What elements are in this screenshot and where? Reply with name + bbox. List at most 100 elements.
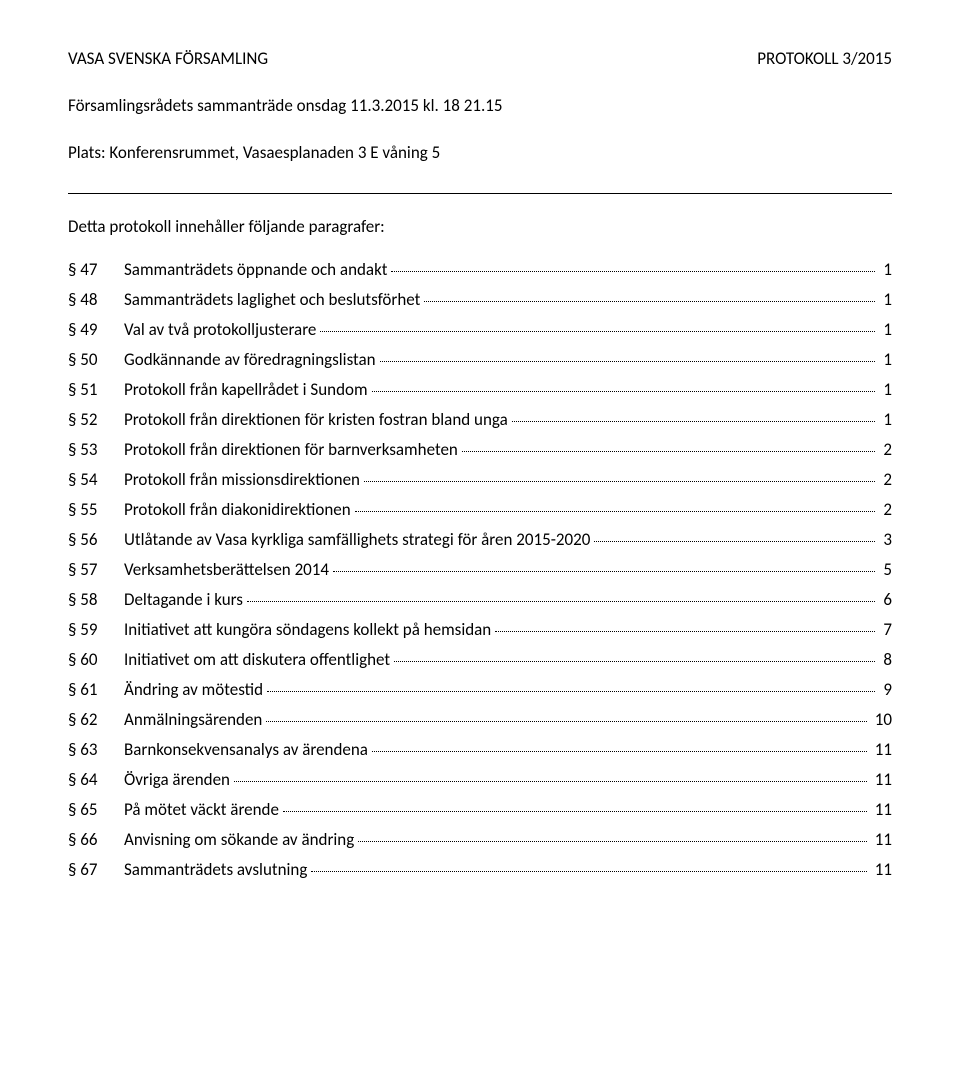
toc-section-number: § 63 (68, 739, 124, 760)
toc-row: § 53Protokoll från direktionen för barnv… (68, 439, 892, 460)
toc-row: § 63Barnkonsekvensanalys av ärendena 11 (68, 739, 892, 760)
toc-page-number: 2 (879, 499, 892, 520)
toc-page-number: 10 (871, 709, 892, 730)
toc-section-number: § 61 (68, 679, 124, 700)
toc-page-number: 11 (871, 829, 892, 850)
toc-section-number: § 53 (68, 439, 124, 460)
toc-row: § 62Anmälningsärenden10 (68, 709, 892, 730)
toc-row: § 57Verksamhetsberättelsen 2014 5 (68, 559, 892, 580)
toc-title: Godkännande av föredragningslistan (124, 349, 376, 370)
header-left: VASA SVENSKA FÖRSAMLING (68, 48, 268, 69)
toc-page-number: 6 (879, 589, 892, 610)
toc-dots (266, 721, 866, 722)
page: VASA SVENSKA FÖRSAMLING PROTOKOLL 3/2015… (0, 0, 960, 1070)
toc-section-number: § 58 (68, 589, 124, 610)
place-line: Plats: Konferensrummet, Vasaesplanaden 3… (68, 142, 892, 163)
toc-dots (358, 841, 867, 842)
toc-dots (594, 541, 875, 542)
toc-title: Övriga ärenden (124, 769, 230, 790)
toc-title: Deltagande i kurs (124, 589, 243, 610)
toc-page-number: 7 (879, 619, 892, 640)
toc-row: § 47Sammanträdets öppnande och andakt 1 (68, 259, 892, 280)
toc-dots (391, 271, 875, 272)
toc-row: § 54Protokoll från missionsdirektionen 2 (68, 469, 892, 490)
toc-dots (267, 691, 875, 692)
toc-dots (311, 871, 866, 872)
toc-dots (364, 481, 875, 482)
toc-row: § 58Deltagande i kurs 6 (68, 589, 892, 610)
toc-title: Protokoll från direktionen för barnverks… (124, 439, 458, 460)
toc-page-number: 8 (879, 649, 892, 670)
toc-dots (462, 451, 876, 452)
toc-title: Verksamhetsberättelsen 2014 (124, 559, 329, 580)
toc-section-number: § 66 (68, 829, 124, 850)
toc-title: Protokoll från diakonidirektionen (124, 499, 351, 520)
toc-title: Sammanträdets öppnande och andakt (124, 259, 387, 280)
meeting-line: Församlingsrådets sammanträde onsdag 11.… (68, 95, 892, 116)
toc-title: Anmälningsärenden (124, 709, 262, 730)
toc-row: § 61Ändring av mötestid9 (68, 679, 892, 700)
toc-title: Barnkonsekvensanalys av ärendena (124, 739, 368, 760)
toc-row: § 55Protokoll från diakonidirektionen 2 (68, 499, 892, 520)
toc-title: Initiativet att kungöra söndagens kollek… (124, 619, 491, 640)
table-of-contents: § 47Sammanträdets öppnande och andakt1§ … (68, 259, 892, 880)
toc-title: Protokoll från direktionen för kristen f… (124, 409, 508, 430)
toc-row: § 59Initiativet att kungöra söndagens ko… (68, 619, 892, 640)
toc-section-number: § 59 (68, 619, 124, 640)
toc-row: § 64Övriga ärenden11 (68, 769, 892, 790)
toc-page-number: 5 (879, 559, 892, 580)
toc-title: Protokoll från missionsdirektionen (124, 469, 360, 490)
toc-section-number: § 52 (68, 409, 124, 430)
toc-section-number: § 57 (68, 559, 124, 580)
toc-row: § 52Protokoll från direktionen för krist… (68, 409, 892, 430)
toc-dots (355, 511, 876, 512)
toc-page-number: 11 (871, 769, 892, 790)
toc-section-number: § 55 (68, 499, 124, 520)
toc-page-number: 1 (879, 379, 892, 400)
toc-section-number: § 49 (68, 319, 124, 340)
toc-dots (372, 391, 876, 392)
toc-page-number: 11 (871, 739, 892, 760)
toc-section-number: § 65 (68, 799, 124, 820)
toc-row: § 50Godkännande av föredragningslistan1 (68, 349, 892, 370)
toc-dots (283, 811, 867, 812)
toc-dots (247, 601, 875, 602)
toc-dots (495, 631, 875, 632)
toc-page-number: 11 (871, 799, 892, 820)
toc-section-number: § 54 (68, 469, 124, 490)
toc-page-number: 2 (879, 469, 892, 490)
toc-row: § 65På mötet väckt ärende 11 (68, 799, 892, 820)
toc-row: § 67Sammanträdets avslutning11 (68, 859, 892, 880)
toc-page-number: 3 (879, 529, 892, 550)
toc-page-number: 1 (879, 259, 892, 280)
toc-row: § 48Sammanträdets laglighet och beslutsf… (68, 289, 892, 310)
toc-section-number: § 48 (68, 289, 124, 310)
header-row: VASA SVENSKA FÖRSAMLING PROTOKOLL 3/2015 (68, 48, 892, 69)
toc-dots (512, 421, 876, 422)
toc-page-number: 1 (879, 349, 892, 370)
toc-title: På mötet väckt ärende (124, 799, 279, 820)
toc-title: Sammanträdets laglighet och beslutsförhe… (124, 289, 420, 310)
divider (68, 193, 892, 194)
toc-title: Initiativet om att diskutera offentlighe… (124, 649, 390, 670)
intro-text: Detta protokoll innehåller följande para… (68, 216, 892, 237)
toc-page-number: 1 (879, 289, 892, 310)
toc-row: § 60Initiativet om att diskutera offentl… (68, 649, 892, 670)
header-right: PROTOKOLL 3/2015 (757, 48, 892, 69)
toc-section-number: § 47 (68, 259, 124, 280)
toc-section-number: § 56 (68, 529, 124, 550)
toc-title: Protokoll från kapellrådet i Sundom (124, 379, 368, 400)
toc-section-number: § 67 (68, 859, 124, 880)
toc-section-number: § 51 (68, 379, 124, 400)
toc-page-number: 9 (879, 679, 892, 700)
toc-title: Anvisning om sökande av ändring (124, 829, 354, 850)
toc-dots (380, 361, 876, 362)
toc-title: Utlåtande av Vasa kyrkliga samfällighets… (124, 529, 590, 550)
toc-section-number: § 60 (68, 649, 124, 670)
toc-row: § 66Anvisning om sökande av ändring 11 (68, 829, 892, 850)
toc-page-number: 2 (879, 439, 892, 460)
toc-dots (320, 331, 875, 332)
toc-page-number: 1 (879, 409, 892, 430)
toc-page-number: 1 (879, 319, 892, 340)
toc-row: § 56Utlåtande av Vasa kyrkliga samfällig… (68, 529, 892, 550)
